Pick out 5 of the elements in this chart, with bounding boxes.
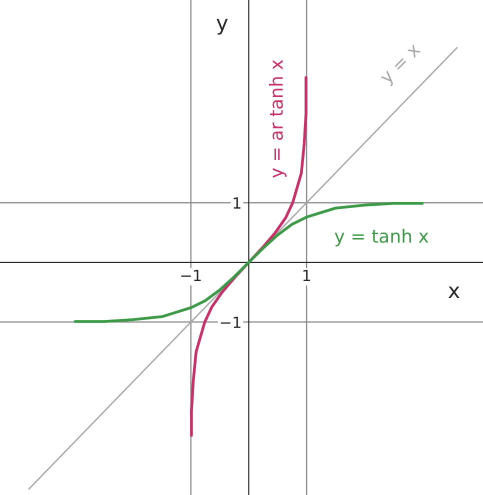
x-axis-title: x	[448, 286, 460, 298]
y-axis-title: y	[216, 18, 228, 35]
annotation: y = ar tanh x	[268, 60, 286, 178]
annotation: y = x	[380, 44, 424, 88]
annotation: y = tanh x	[334, 228, 428, 246]
